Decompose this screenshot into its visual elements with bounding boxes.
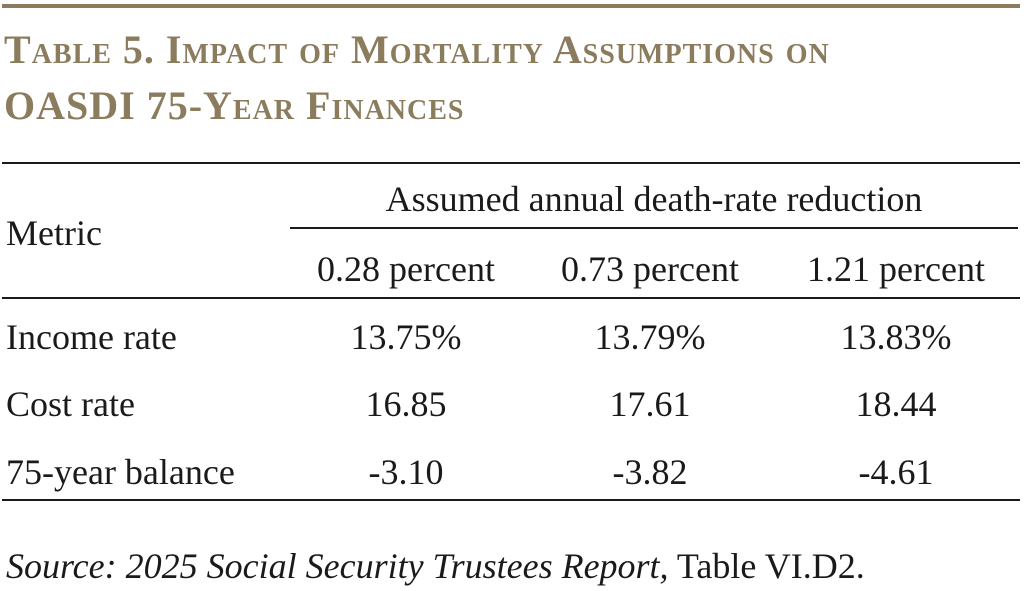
- table-cell: 13.83%: [840, 317, 952, 357]
- table-cell: -3.82: [612, 452, 688, 492]
- title-line-1: Table 5. Impact of Mortality Assumptions…: [4, 27, 830, 72]
- table-cell: -4.61: [858, 452, 934, 492]
- source-prefix: Source:: [6, 546, 117, 586]
- table-title: Table 5. Impact of Mortality Assumptions…: [4, 22, 1014, 134]
- title-line-2: OASDI 75-Year Finances: [4, 83, 465, 128]
- table-cell: 13.79%: [594, 317, 706, 357]
- row-label-75-year-balance: 75-year balance: [6, 452, 235, 492]
- table-bottom-rule: [2, 499, 1020, 501]
- metric-column-header: Metric: [6, 213, 102, 253]
- top-accent-rule: [2, 4, 1020, 8]
- source-report-name: 2025 Social Security Trustees Report,: [125, 546, 669, 586]
- table-top-rule: [2, 162, 1020, 164]
- column-header-2: 0.73 percent: [561, 249, 739, 289]
- source-table-ref: Table VI.D2.: [676, 546, 865, 586]
- column-header-3: 1.21 percent: [807, 249, 985, 289]
- table-cell: 17.61: [609, 384, 691, 424]
- row-label-cost-rate: Cost rate: [6, 384, 135, 424]
- group-column-header: Assumed annual death-rate reduction: [385, 179, 923, 219]
- table-cell: 13.75%: [350, 317, 462, 357]
- header-bottom-rule: [2, 297, 1020, 299]
- table-cell: 18.44: [855, 384, 937, 424]
- table-cell: -3.10: [368, 452, 444, 492]
- row-label-income-rate: Income rate: [6, 317, 177, 357]
- group-header-rule: [290, 227, 1018, 229]
- source-note: Source: 2025 Social Security Trustees Re…: [6, 546, 865, 586]
- column-header-1: 0.28 percent: [317, 249, 495, 289]
- table-cell: 16.85: [365, 384, 447, 424]
